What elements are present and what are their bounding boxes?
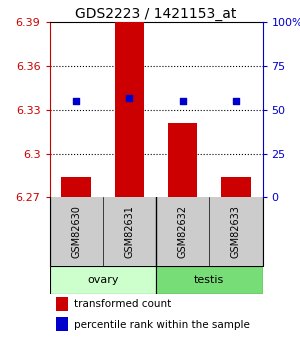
Point [180, 98, 185, 104]
Bar [221, 177, 250, 197]
Text: GSM82631: GSM82631 [124, 205, 134, 258]
Point [74, 98, 79, 104]
Text: GSM82630: GSM82630 [71, 205, 81, 258]
Title: GDS2223 / 1421153_at: GDS2223 / 1421153_at [75, 7, 237, 21]
Text: percentile rank within the sample: percentile rank within the sample [74, 319, 250, 329]
Text: GSM82632: GSM82632 [178, 205, 188, 258]
Point [127, 95, 132, 100]
Bar [156, 266, 262, 294]
Text: testis: testis [194, 275, 224, 285]
Bar [50, 266, 156, 294]
Bar [61, 177, 91, 197]
Point [233, 98, 238, 104]
Text: transformed count: transformed count [74, 299, 171, 309]
Bar [56, 297, 68, 311]
Text: GSM82633: GSM82633 [231, 205, 241, 258]
Bar [115, 22, 144, 197]
Bar [168, 123, 197, 197]
Text: ovary: ovary [87, 275, 119, 285]
Bar [56, 317, 68, 332]
